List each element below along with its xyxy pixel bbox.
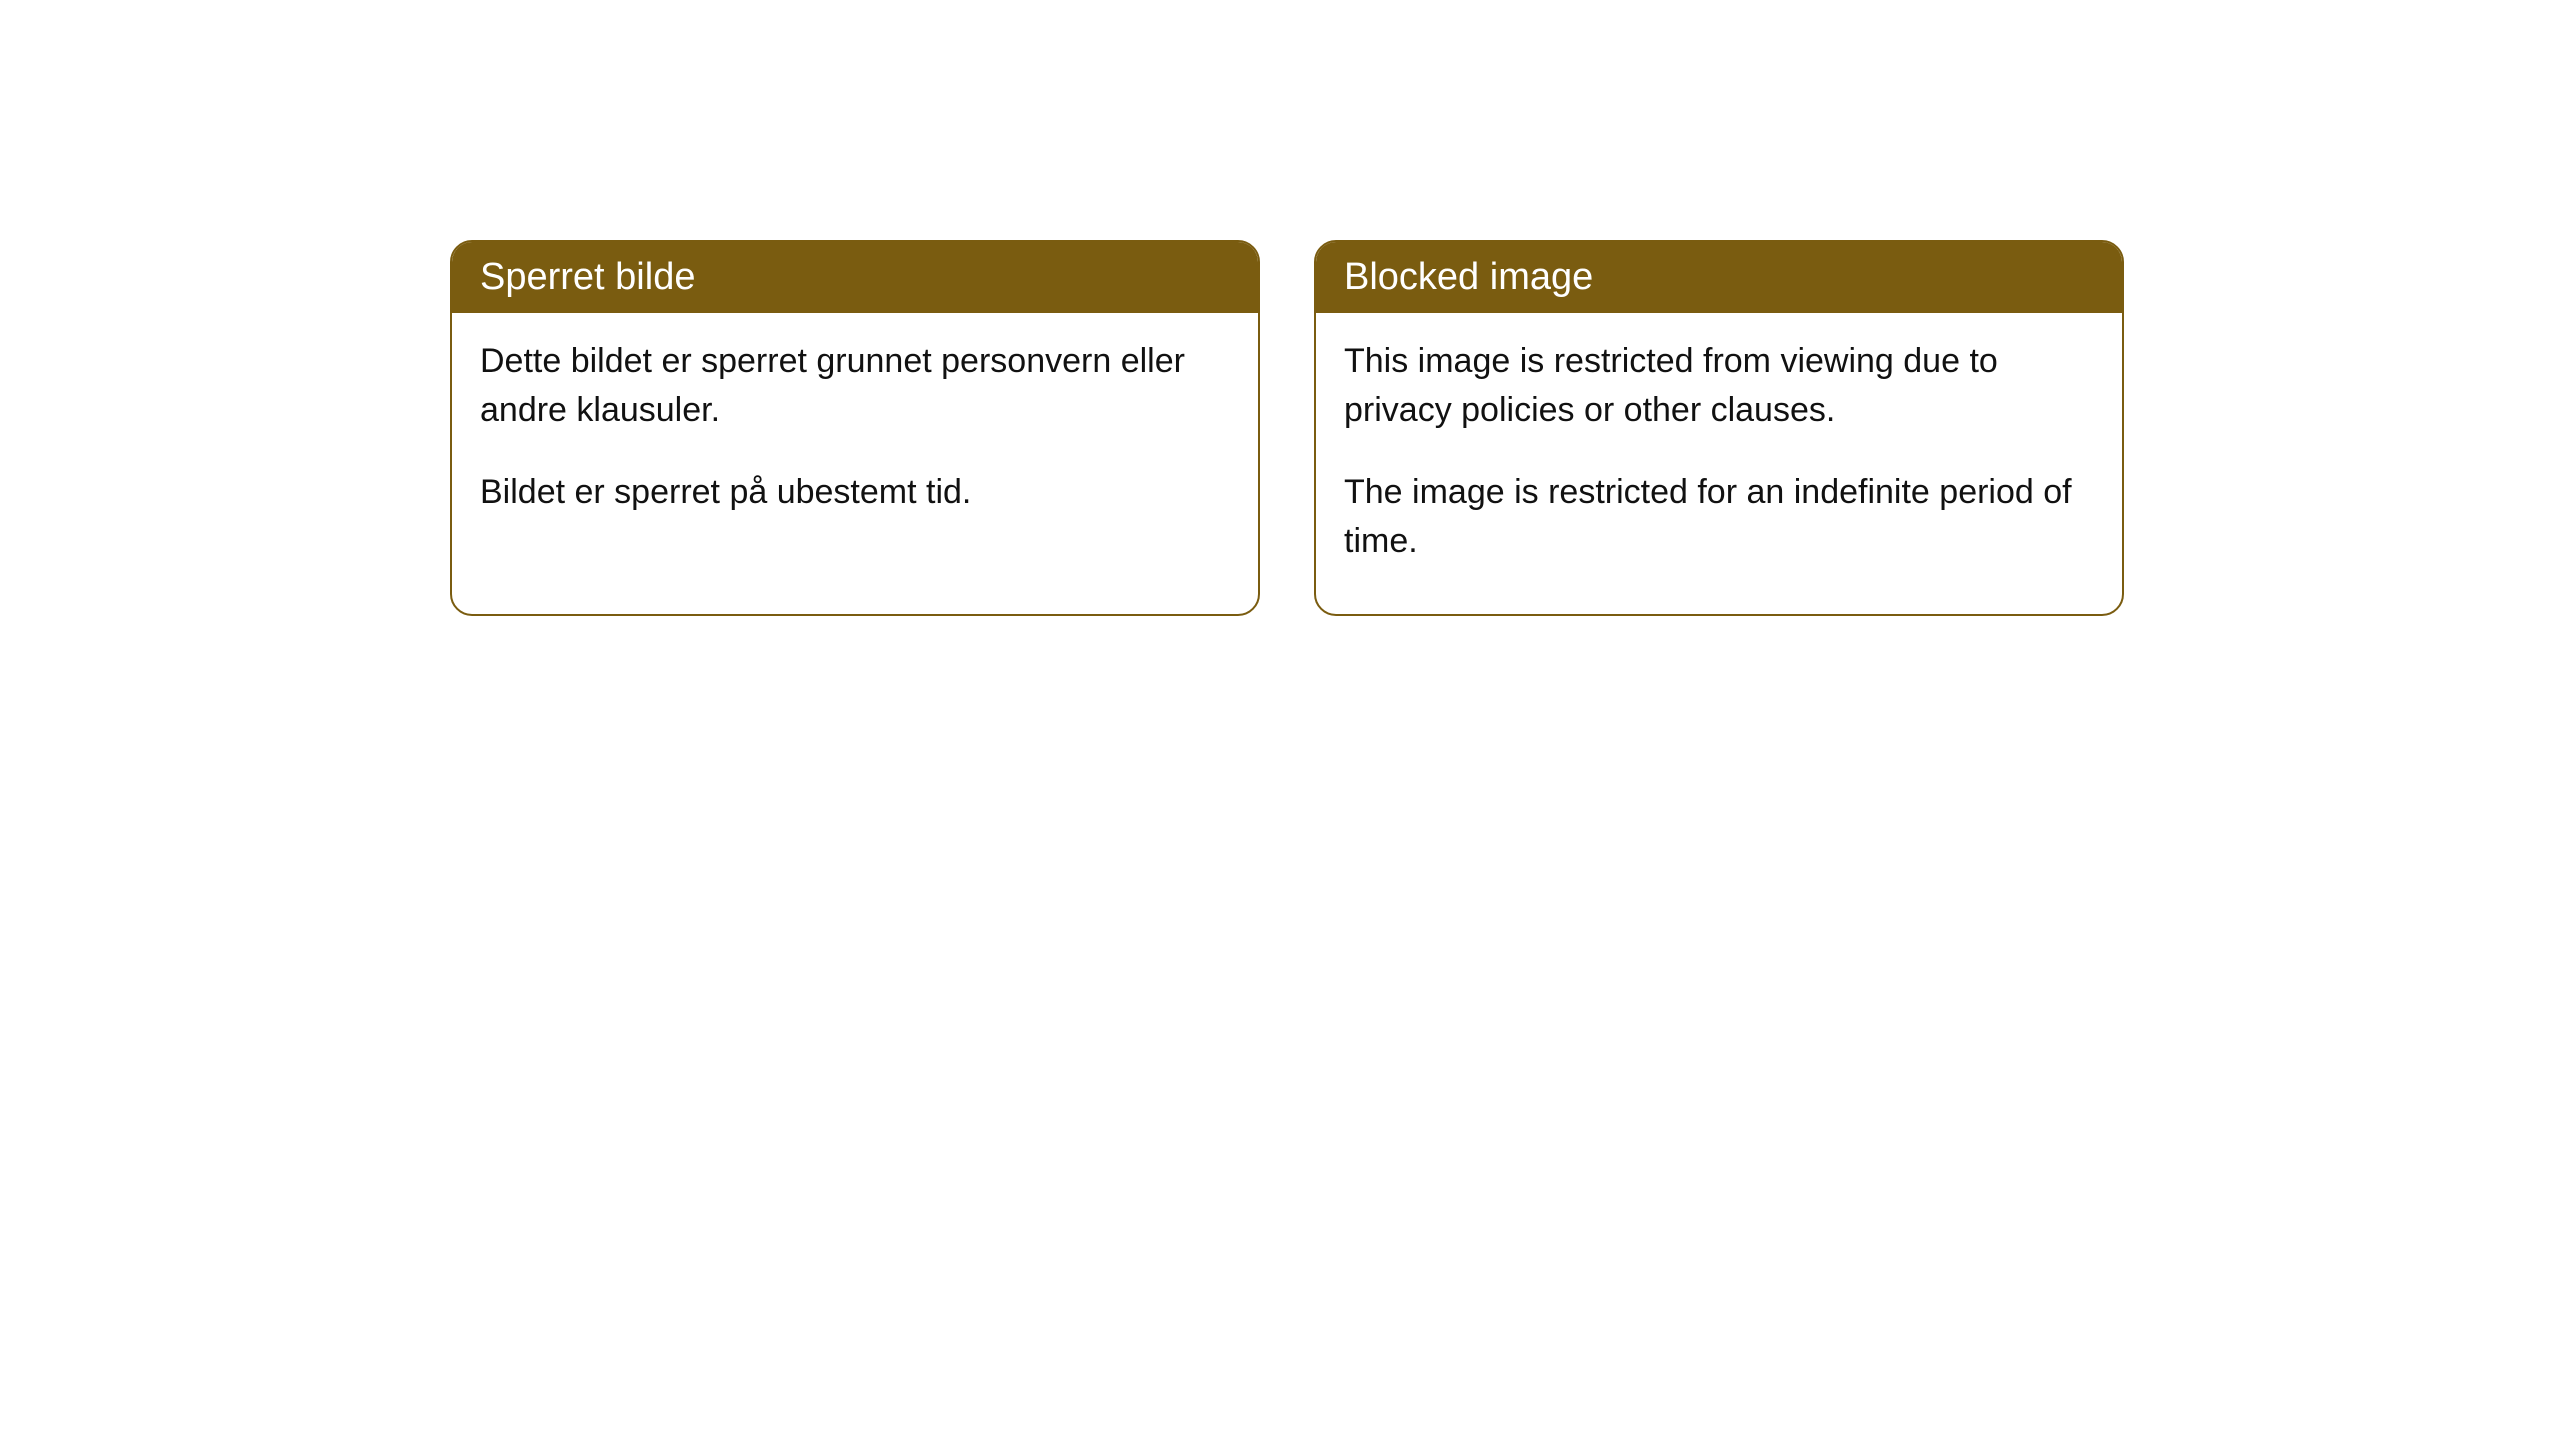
card-header: Blocked image: [1316, 242, 2122, 313]
card-header: Sperret bilde: [452, 242, 1258, 313]
notice-cards-container: Sperret bilde Dette bildet er sperret gr…: [450, 240, 2124, 616]
card-paragraph: This image is restricted from viewing du…: [1344, 337, 2094, 436]
card-body: Dette bildet er sperret grunnet personve…: [452, 313, 1258, 565]
card-paragraph: The image is restricted for an indefinit…: [1344, 468, 2094, 567]
blocked-image-card-no: Sperret bilde Dette bildet er sperret gr…: [450, 240, 1260, 616]
card-paragraph: Bildet er sperret på ubestemt tid.: [480, 468, 1230, 517]
card-paragraph: Dette bildet er sperret grunnet personve…: [480, 337, 1230, 436]
blocked-image-card-en: Blocked image This image is restricted f…: [1314, 240, 2124, 616]
card-body: This image is restricted from viewing du…: [1316, 313, 2122, 614]
